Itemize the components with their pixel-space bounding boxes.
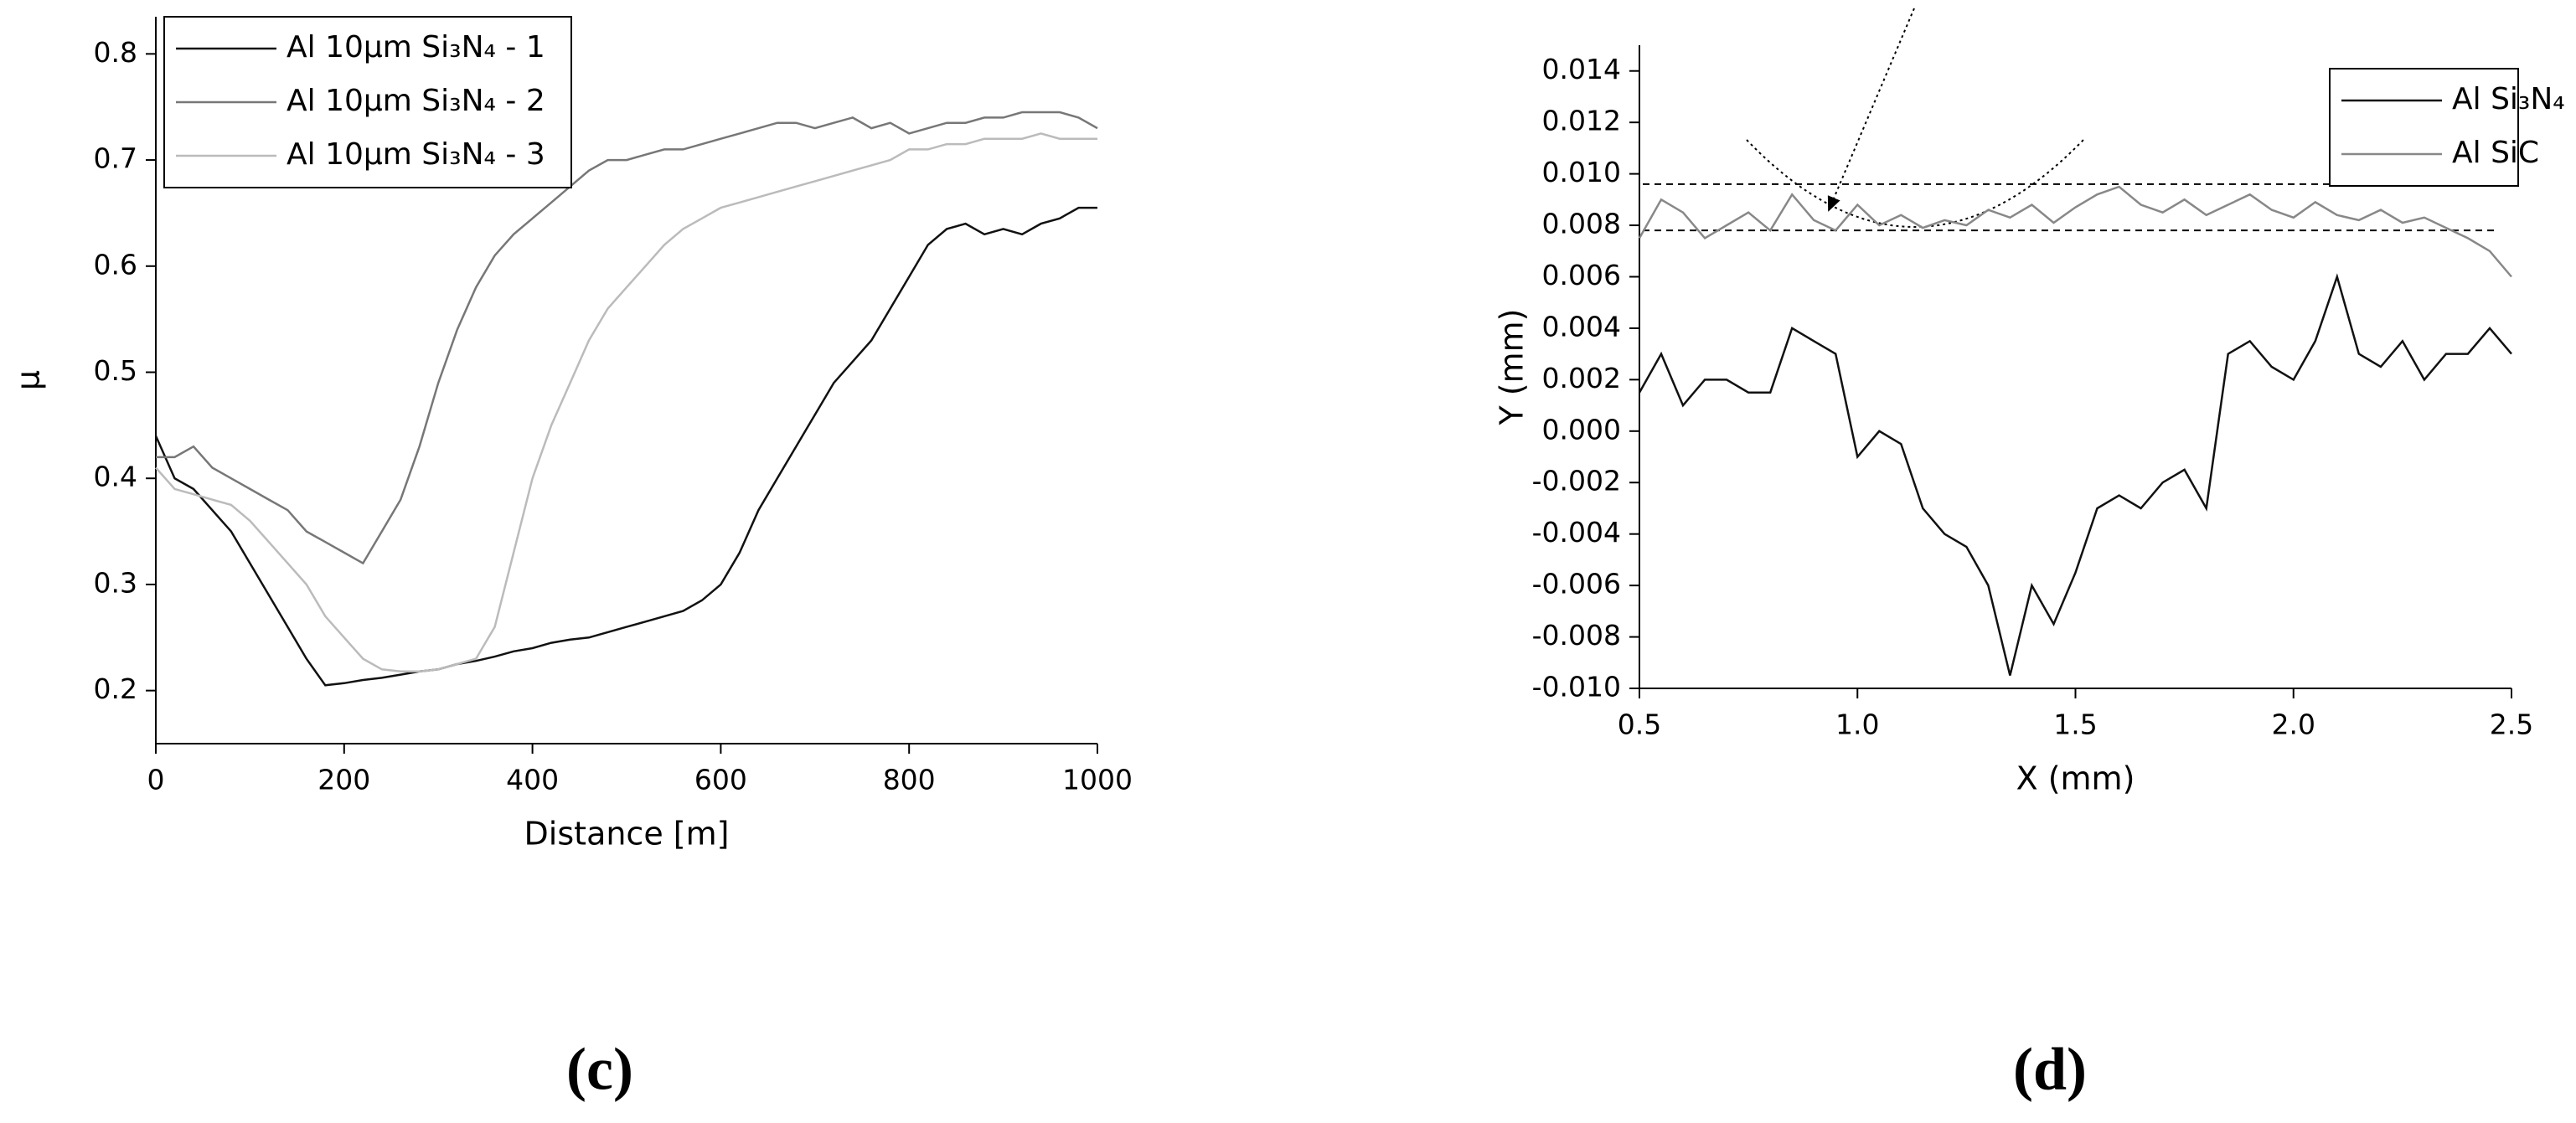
x-tick-label: 0.5 (1618, 708, 1661, 741)
x-tick-label: 200 (317, 764, 370, 796)
x-tick-label: 2.5 (2490, 708, 2533, 741)
legend-text: Al Si₃N₄ (2452, 82, 2565, 116)
x-tick-label: 800 (883, 764, 936, 796)
y-tick-label: 0.000 (1542, 413, 1621, 446)
y-tick-label: 0.014 (1542, 53, 1621, 85)
y-tick-label: -0.006 (1532, 568, 1621, 600)
legend-box (2329, 68, 2519, 187)
panel-caption: (d) (2013, 1036, 2087, 1103)
y-tick-label: 0.7 (94, 142, 137, 175)
series-line (154, 206, 1097, 687)
legend-text: Al 10µm Si₃N₄ - 1 (287, 30, 545, 64)
legend-text: Al SiC (2452, 136, 2539, 170)
y-axis-title: μ (10, 370, 47, 390)
y-tick-label: 0.5 (94, 354, 137, 387)
x-tick-label: 2.0 (2272, 708, 2315, 741)
y-tick-label: -0.004 (1532, 516, 1621, 549)
y-tick-label: 0.010 (1542, 156, 1621, 188)
series-line (155, 132, 1097, 673)
x-tick-label: 1.5 (2053, 708, 2097, 741)
y-tick-label: 0.6 (94, 248, 137, 281)
series-line (156, 111, 1098, 565)
y-tick-label: 0.012 (1542, 105, 1621, 137)
y-tick-label: -0.010 (1532, 671, 1621, 703)
y-tick-label: 0.2 (94, 672, 137, 705)
x-tick-label: 0 (147, 764, 165, 796)
x-tick-label: 1.0 (1835, 708, 1879, 741)
y-tick-label: 0.006 (1542, 259, 1621, 291)
y-tick-label: -0.008 (1532, 619, 1621, 652)
series-line (1638, 185, 2512, 278)
y-tick-label: 0.004 (1542, 310, 1621, 343)
y-axis-title: Y (mm) (1494, 309, 1531, 426)
legend-text: Al 10µm Si₃N₄ - 2 (287, 84, 545, 118)
y-tick-label: -0.002 (1532, 465, 1621, 497)
x-tick-label: 600 (694, 764, 747, 796)
series-line (1638, 273, 2512, 676)
panel-caption: (c) (566, 1036, 633, 1103)
y-tick-label: 0.002 (1542, 362, 1621, 394)
y-tick-label: 0.3 (94, 566, 137, 599)
x-tick-label: 400 (506, 764, 559, 796)
x-axis-title: X (mm) (2016, 760, 2135, 797)
y-tick-label: 0.4 (94, 461, 137, 493)
arrow (1827, 8, 1915, 212)
x-axis-title: Distance [m] (524, 816, 730, 853)
x-tick-label: 1000 (1062, 764, 1133, 796)
y-tick-label: 0.8 (94, 36, 137, 69)
y-tick-label: 0.008 (1542, 208, 1621, 240)
fit-arc (1746, 139, 2084, 228)
legend-text: Al 10µm Si₃N₄ - 3 (287, 137, 545, 172)
